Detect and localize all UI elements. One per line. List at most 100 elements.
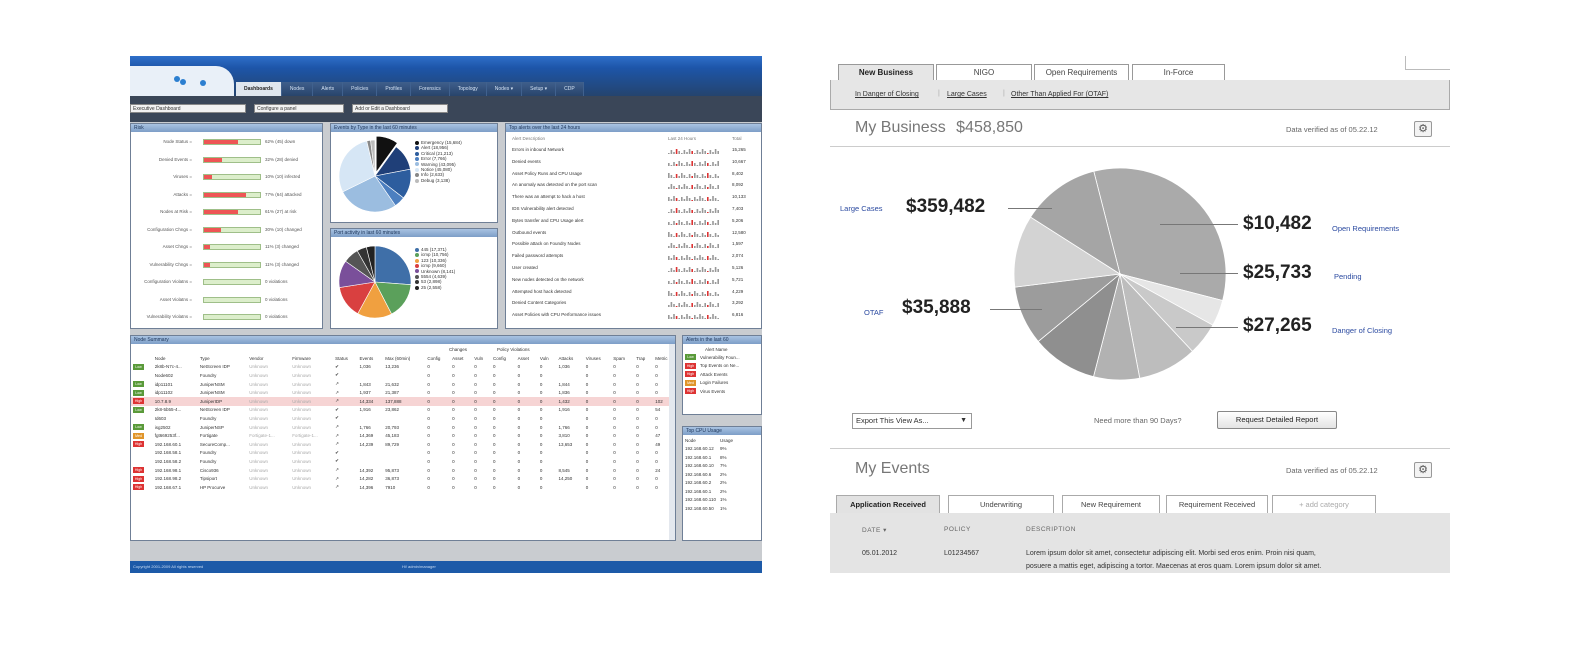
nav-dashboards[interactable]: Dashboards xyxy=(236,82,282,96)
event-policy[interactable]: L01234567 xyxy=(944,550,980,557)
pie-slice[interactable] xyxy=(366,245,376,283)
subtab-otaf[interactable]: Other Than Applied For (OTAF) xyxy=(1011,91,1109,98)
alert-row[interactable]: IDS Vulnerability alert detected 7,403 xyxy=(506,203,761,215)
node-name[interactable]: 2k8b-N7c-4... xyxy=(154,364,182,370)
alert-row[interactable]: An anomaly was detected on the port scan… xyxy=(506,179,761,191)
alert-row[interactable]: Denied events 10,667 xyxy=(506,156,761,168)
column-header[interactable]: Spam xyxy=(613,355,626,361)
node-name[interactable]: 2k8-5b55-4... xyxy=(154,407,182,413)
subtab-large-cases[interactable]: Large Cases xyxy=(947,91,987,98)
cpu-row[interactable]: 192.168.60.1 2% xyxy=(683,487,735,496)
event-tab-application-received[interactable]: Application Received xyxy=(836,495,940,513)
column-header[interactable]: Config xyxy=(427,355,441,361)
column-header[interactable]: Firmware xyxy=(292,355,311,361)
callout-label-pending[interactable]: Pending xyxy=(1334,272,1362,281)
pie-slice[interactable] xyxy=(1013,216,1122,288)
column-header[interactable]: Max (60min) xyxy=(385,355,411,361)
nav-alerts[interactable]: Alerts xyxy=(313,82,344,96)
alert-row[interactable]: Errors in inbound Network 15,265 xyxy=(506,144,761,156)
pie-slice[interactable] xyxy=(1093,167,1227,301)
node-name[interactable]: 192.168.98.1 xyxy=(154,467,182,473)
event-tab-requirement-received[interactable]: Requirement Received xyxy=(1166,495,1268,513)
col-description[interactable]: DESCRIPTION xyxy=(1026,526,1076,533)
pie-slice[interactable] xyxy=(375,136,398,174)
cpu-row[interactable]: 192.168.60.2 2% xyxy=(683,479,735,488)
request-report-button[interactable]: Request Detailed Report xyxy=(1217,411,1337,429)
add-category-tab[interactable]: + add category xyxy=(1272,495,1376,513)
node-name[interactable]: Id603 xyxy=(154,415,167,421)
column-header[interactable]: Vuln xyxy=(539,355,549,361)
cpu-row[interactable]: 192.168.60.110 1% xyxy=(683,496,735,505)
column-header[interactable]: Node xyxy=(154,355,166,361)
alert-row[interactable]: Asset Policies with CPU Performance issu… xyxy=(506,309,761,321)
node-name[interactable]: isg2502 xyxy=(154,424,171,430)
pie-slice[interactable] xyxy=(338,140,376,193)
column-header[interactable]: Viruses xyxy=(585,355,601,361)
alert-row[interactable]: There was an attempt to hack a host 10,13… xyxy=(506,191,761,203)
node-name[interactable]: idp11101 xyxy=(154,381,173,387)
dashboard-select[interactable]: Executive Dashboard xyxy=(130,104,246,113)
table-row[interactable]: High 10.7.8.9 JuniperIDP Unknown Unknown ↗ 14,… xyxy=(131,396,675,406)
column-header[interactable]: Trap xyxy=(636,355,646,361)
alert-list-row[interactable]: High Attack Events xyxy=(683,370,742,379)
table-row[interactable]: Low idp11101 JuniperNSM Unknown Unknown ↗ 1,84… xyxy=(131,380,675,389)
nav-forensics[interactable]: Forensics xyxy=(411,82,450,96)
nav-nodes-menu[interactable]: Nodes ▾ xyxy=(486,82,523,96)
panel-select[interactable]: Configure a panel xyxy=(254,104,344,113)
table-row[interactable]: Med fgt669253f... Fortigate Fortigate-1... F… xyxy=(131,431,675,440)
search-box[interactable] xyxy=(1405,56,1450,70)
node-name[interactable]: idp11102 xyxy=(154,390,173,396)
cpu-row[interactable]: 192.168.60.10 7% xyxy=(683,462,735,471)
nav-policies[interactable]: Policies xyxy=(343,82,378,96)
nav-topology[interactable]: Topology xyxy=(449,82,487,96)
column-header[interactable]: Status xyxy=(335,355,348,361)
column-header[interactable]: Vuln xyxy=(474,355,484,361)
node-name[interactable]: 192.168.98.2 xyxy=(154,476,182,482)
event-tab-new-requirement[interactable]: New Requirement xyxy=(1062,495,1160,513)
cpu-row[interactable]: 192.168.60.1 8% xyxy=(683,453,735,462)
alert-row[interactable]: Possible attack on Foundry Nodes 1,597 xyxy=(506,238,761,250)
alert-list-row[interactable]: Low Vulnerability Foun... xyxy=(683,353,742,362)
column-header[interactable]: Vendor xyxy=(249,355,264,361)
export-view-select[interactable]: Export This View As... ▼ xyxy=(852,413,972,429)
nav-setup-menu[interactable]: Setup ▾ xyxy=(522,82,557,96)
table-row[interactable]: Low 2k8-5b55-4... NetScreen IDP Unknown Unkn… xyxy=(131,406,675,415)
event-tab-underwriting[interactable]: Underwriting xyxy=(948,495,1054,513)
node-name[interactable]: 192.168.67.1 xyxy=(154,484,182,490)
pie-slice[interactable] xyxy=(370,139,376,177)
alert-row[interactable]: Denied Content Categories 3,292 xyxy=(506,297,761,309)
vertical-scrollbar[interactable] xyxy=(669,344,675,540)
alert-list-row[interactable]: Med Login Failures xyxy=(683,379,742,388)
alert-row[interactable]: Failed password attempts 2,074 xyxy=(506,250,761,262)
alert-row[interactable]: Outbound events 12,580 xyxy=(506,227,761,239)
column-header[interactable]: Attacks xyxy=(558,355,574,361)
node-name[interactable]: 192.168.58.2 xyxy=(154,458,182,464)
node-name[interactable]: Node602 xyxy=(154,372,174,378)
callout-label-otaf[interactable]: OTAF xyxy=(864,308,884,317)
table-row[interactable]: Low isg2502 JuniperNSP Unknown Unknown ↗ 1,766… xyxy=(131,423,675,432)
edit-dashboard-select[interactable]: Add or Edit a Dashboard xyxy=(352,104,448,113)
column-header[interactable]: Asset xyxy=(517,355,529,361)
cpu-row[interactable]: 192.168.60.12 9% xyxy=(683,445,735,454)
alert-row[interactable]: New nodes detected on the network 5,721 xyxy=(506,274,761,286)
tab-nigo[interactable]: NIGO xyxy=(936,64,1032,81)
column-header[interactable]: Asset xyxy=(452,355,464,361)
table-row[interactable]: 192.168.58.2 Foundry Unknown Unknown ✔ 0 0 0 0 0 0… xyxy=(131,457,675,466)
table-row[interactable]: High 192.168.67.1 HP Procurve Unknown Unknow… xyxy=(131,483,675,492)
nav-profiles[interactable]: Profiles xyxy=(377,82,412,96)
column-header[interactable]: Type xyxy=(199,355,210,361)
col-policy[interactable]: POLICY xyxy=(944,526,971,533)
tab-open-requirements[interactable]: Open Requirements xyxy=(1034,64,1129,81)
column-header[interactable]: Events xyxy=(359,355,374,361)
node-name[interactable]: 192.168.60.1 xyxy=(154,441,182,447)
table-row[interactable]: 192.168.58.1 Foundry Unknown Unknown ✔ 0 0 0 0 0 0… xyxy=(131,449,675,458)
pie-slice[interactable] xyxy=(374,245,412,285)
table-row[interactable]: Low 2k8b-N7c-4... NetScreen IDP Unknown Unkn… xyxy=(131,363,675,372)
alert-row[interactable]: User created 5,126 xyxy=(506,262,761,274)
alert-row[interactable]: Asset Policy Runs and CPU Usage 8,402 xyxy=(506,168,761,180)
table-row[interactable]: High 192.168.60.1 SecureComp... Unknown Unkn… xyxy=(131,440,675,449)
alert-list-row[interactable]: High Top Events on Ne... xyxy=(683,362,742,371)
sort-down-icon[interactable]: ▾ xyxy=(883,527,887,534)
nav-cdp[interactable]: CDP xyxy=(556,82,584,96)
callout-label-open-requirements[interactable]: Open Requirements xyxy=(1332,224,1400,233)
